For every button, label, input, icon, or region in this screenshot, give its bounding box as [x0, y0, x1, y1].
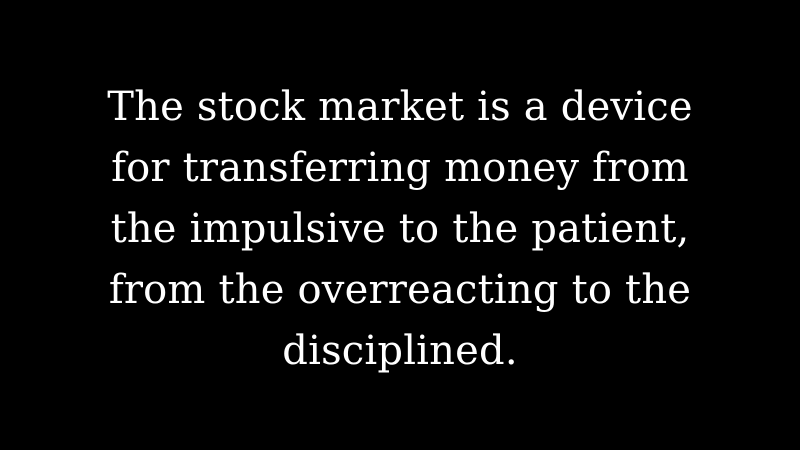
quote-line-2: for transferring money from	[111, 144, 689, 191]
quote-line-5: disciplined.	[282, 327, 518, 374]
quote-line-4: from the overreacting to the	[108, 266, 692, 313]
quote-line-3: the impulsive to the patient,	[110, 205, 690, 252]
quote-text: The stock market is a device for transfe…	[80, 77, 720, 382]
quote-line-1: The stock market is a device	[107, 83, 693, 130]
